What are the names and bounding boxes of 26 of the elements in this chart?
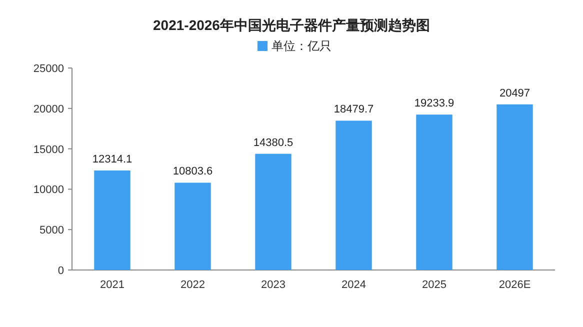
- x-tick-label: 2022: [180, 279, 205, 291]
- y-tick-label: 25000: [33, 63, 64, 75]
- y-tick-label: 5000: [40, 224, 64, 237]
- data-label: 19233.9: [414, 98, 454, 110]
- x-tick-label: 2023: [261, 279, 286, 291]
- x-tick-label: 2025: [422, 279, 446, 291]
- bar: [94, 170, 130, 270]
- data-label: 12314.1: [92, 154, 132, 166]
- bar: [255, 154, 292, 270]
- chart-title: 2021-2026年中国光电子器件产量预测趋势图: [153, 17, 430, 33]
- y-tick-label: 20000: [33, 103, 64, 116]
- legend-label: 单位：亿只: [272, 39, 332, 53]
- bar: [174, 182, 211, 270]
- x-tick-label: 2021: [100, 279, 124, 291]
- data-label: 18479.7: [334, 104, 374, 116]
- data-label: 10803.6: [172, 166, 213, 178]
- data-label: 20497: [499, 87, 530, 100]
- y-tick-label: 15000: [33, 144, 64, 156]
- x-tick-label: 2026E: [498, 279, 531, 291]
- bar: [416, 114, 452, 270]
- bar: [496, 104, 533, 270]
- bar: [336, 120, 372, 270]
- y-tick-label: 10000: [33, 184, 64, 196]
- x-tick-label: 2024: [342, 279, 366, 291]
- data-label: 14380.5: [253, 136, 294, 149]
- y-tick-label: 0: [58, 265, 64, 277]
